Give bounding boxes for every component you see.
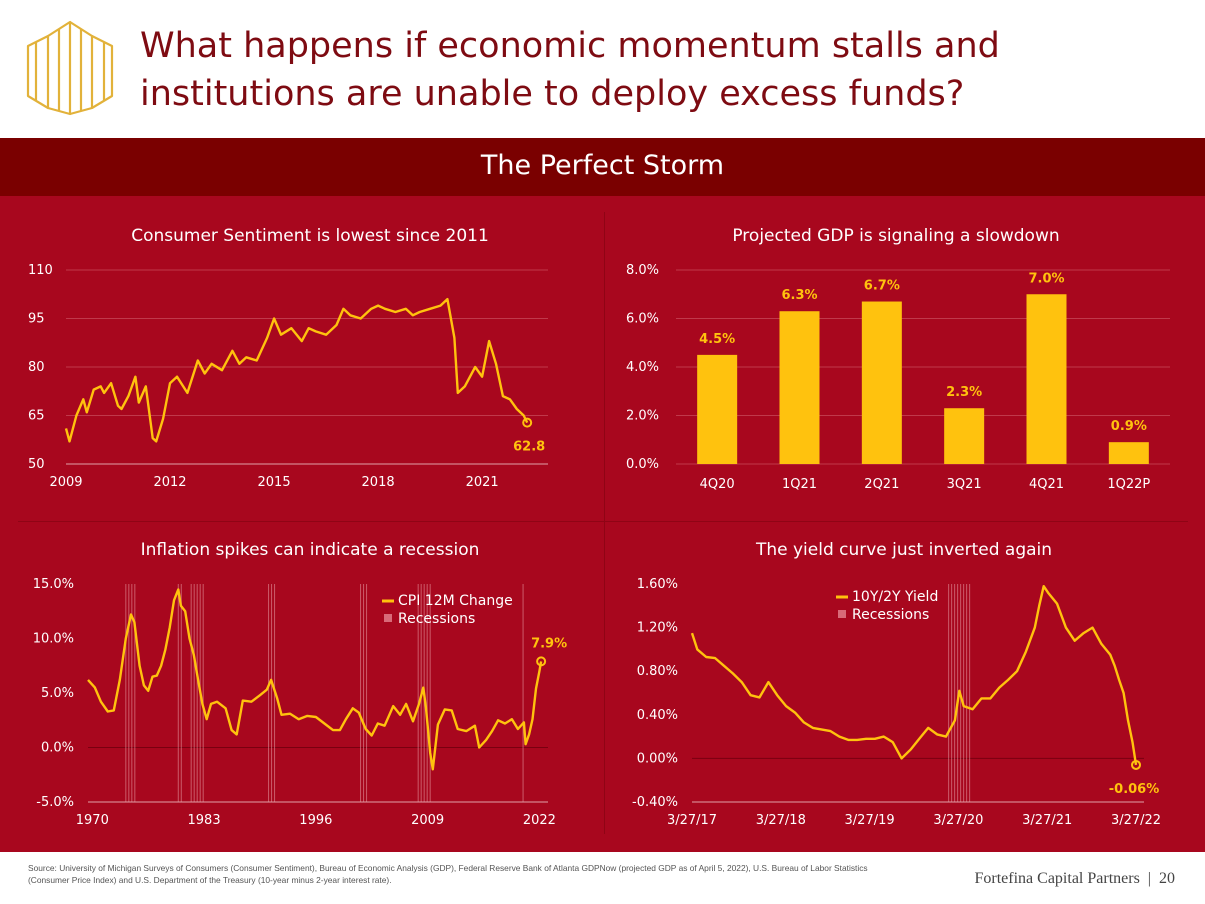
y-tick-label: 8.0% bbox=[626, 263, 659, 278]
y-tick-label: -0.40% bbox=[632, 795, 678, 810]
y-tick-label: 50 bbox=[28, 457, 45, 472]
x-tick-label: 3/27/19 bbox=[845, 813, 895, 828]
y-tick-label: 110 bbox=[28, 263, 53, 278]
series-line bbox=[690, 585, 1138, 766]
y-tick-label: -5.0% bbox=[36, 795, 74, 810]
y-tick-label: 15.0% bbox=[33, 577, 74, 592]
yield-curve-svg: The yield curve just inverted again 1.60%… bbox=[632, 540, 1161, 828]
header: What happens if economic momentum stalls… bbox=[0, 0, 1205, 138]
x-tick-label: 2015 bbox=[258, 475, 291, 490]
x-tick-label: 3/27/17 bbox=[667, 813, 717, 828]
gdp-svg: Projected GDP is signaling a slowdown 8.0… bbox=[626, 226, 1170, 492]
bar-value-label: 6.7% bbox=[864, 279, 900, 294]
series-line bbox=[87, 588, 543, 771]
brand-separator: | bbox=[1147, 870, 1151, 887]
gdp-bar bbox=[1108, 442, 1149, 464]
x-tick-label: 3/27/22 bbox=[1111, 813, 1161, 828]
inflation-svg: Inflation spikes can indicate a recessio… bbox=[33, 540, 567, 828]
x-tick-label: 3/27/20 bbox=[933, 813, 983, 828]
bar-value-label: 2.3% bbox=[946, 385, 982, 400]
x-tick-label: 2018 bbox=[362, 475, 395, 490]
y-tick-label: 0.0% bbox=[626, 457, 659, 472]
chart-title: Projected GDP is signaling a slowdown bbox=[732, 226, 1059, 246]
bar-value-label: 4.5% bbox=[699, 332, 735, 347]
consumer-sentiment-svg: Consumer Sentiment is lowest since 2011 1… bbox=[28, 226, 548, 490]
x-tick-label: 1970 bbox=[76, 813, 109, 828]
x-tick-label: 3/27/21 bbox=[1022, 813, 1072, 828]
bar-value-label: 6.3% bbox=[781, 288, 817, 303]
gdp-bar bbox=[779, 311, 820, 464]
x-tick-label: 1996 bbox=[299, 813, 332, 828]
y-tick-label: 4.0% bbox=[626, 360, 659, 375]
x-tick-label: 2022 bbox=[523, 813, 556, 828]
x-tick-label: 2Q21 bbox=[864, 477, 899, 492]
charts-panel bbox=[0, 196, 1205, 852]
y-tick-label: 10.0% bbox=[33, 632, 74, 647]
y-tick-label: 5.0% bbox=[41, 686, 74, 701]
x-tick-label: 3Q21 bbox=[947, 477, 982, 492]
inflation-chart: Inflation spikes can indicate a recessio… bbox=[0, 524, 604, 842]
x-tick-label: 4Q20 bbox=[700, 477, 735, 492]
bar-value-label: 0.9% bbox=[1111, 419, 1147, 434]
y-tick-label: 1.20% bbox=[637, 621, 678, 636]
y-tick-label: 0.0% bbox=[41, 741, 74, 756]
section-banner: The Perfect Storm bbox=[0, 138, 1205, 196]
y-tick-label: 0.80% bbox=[637, 664, 678, 679]
legend-swatch-recession bbox=[384, 614, 392, 622]
chart-title: The yield curve just inverted again bbox=[755, 540, 1052, 560]
legend-label: 10Y/2Y Yield bbox=[852, 589, 938, 605]
legend-label: CPI 12M Change bbox=[398, 593, 513, 609]
end-value-label: 7.9% bbox=[531, 636, 567, 651]
x-tick-label: 2021 bbox=[466, 475, 499, 490]
y-tick-label: 0.00% bbox=[637, 751, 678, 766]
x-tick-label: 1Q21 bbox=[782, 477, 817, 492]
gdp-bar bbox=[861, 301, 902, 464]
series-line bbox=[64, 297, 529, 443]
end-value-label: 62.8 bbox=[513, 440, 545, 455]
chart-title: Consumer Sentiment is lowest since 2011 bbox=[131, 226, 489, 246]
brand-name: Fortefina Capital Partners bbox=[974, 870, 1140, 887]
y-tick-label: 80 bbox=[28, 360, 45, 375]
end-point-marker bbox=[522, 417, 533, 428]
y-tick-label: 0.40% bbox=[637, 708, 678, 723]
gdp-bar bbox=[697, 354, 738, 464]
x-tick-label: 1983 bbox=[188, 813, 221, 828]
x-tick-label: 2012 bbox=[153, 475, 186, 490]
x-tick-label: 3/27/18 bbox=[756, 813, 806, 828]
bar-value-label: 7.0% bbox=[1028, 271, 1064, 286]
brand-footer: Fortefina Capital Partners | 20 bbox=[975, 870, 1176, 888]
legend-label: Recessions bbox=[852, 607, 929, 623]
consumer-sentiment-chart: Consumer Sentiment is lowest since 2011 1… bbox=[0, 206, 604, 506]
end-point-marker bbox=[536, 656, 547, 667]
x-tick-label: 4Q21 bbox=[1029, 477, 1064, 492]
y-tick-label: 65 bbox=[28, 409, 45, 424]
page-title: What happens if economic momentum stalls… bbox=[140, 26, 1000, 114]
x-tick-label: 2009 bbox=[49, 475, 82, 490]
panel-divider-horizontal bbox=[18, 521, 1188, 522]
gdp-bar bbox=[1026, 294, 1067, 464]
page-number: 20 bbox=[1159, 870, 1175, 887]
footer bbox=[0, 852, 1205, 904]
x-tick-label: 2009 bbox=[411, 813, 444, 828]
building-columns-icon bbox=[26, 20, 114, 116]
y-tick-label: 1.60% bbox=[637, 577, 678, 592]
gdp-chart: Projected GDP is signaling a slowdown 8.0… bbox=[604, 206, 1205, 506]
gdp-bar bbox=[944, 408, 985, 464]
y-tick-label: 95 bbox=[28, 312, 45, 327]
end-point-marker bbox=[1131, 759, 1142, 770]
y-tick-label: 6.0% bbox=[626, 312, 659, 327]
legend-label: Recessions bbox=[398, 611, 475, 627]
legend-swatch-recession bbox=[838, 610, 846, 618]
x-tick-label: 1Q22P bbox=[1107, 477, 1150, 492]
end-value-label: -0.06% bbox=[1109, 782, 1160, 797]
panel-divider-vertical bbox=[604, 212, 605, 834]
y-tick-label: 2.0% bbox=[626, 409, 659, 424]
yield-curve-chart: The yield curve just inverted again 1.60%… bbox=[604, 524, 1205, 842]
source-note: Source: University of Michigan Surveys o… bbox=[28, 863, 868, 885]
chart-title: Inflation spikes can indicate a recessio… bbox=[141, 540, 480, 560]
